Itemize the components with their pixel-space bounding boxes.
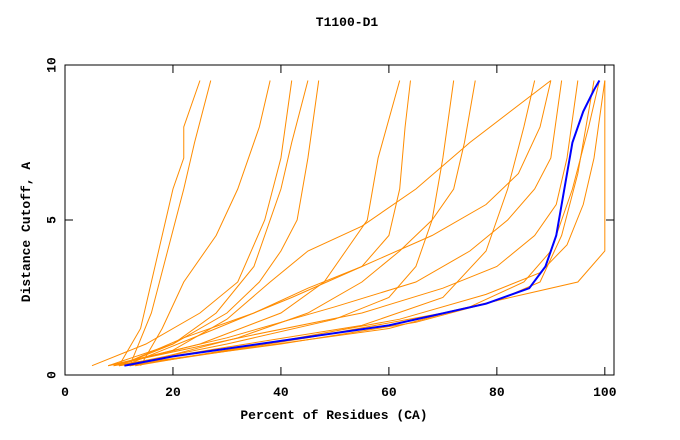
x-tick-label: 80 — [489, 385, 505, 400]
x-tick-label: 20 — [165, 385, 181, 400]
y-tick-label: 0 — [44, 371, 59, 379]
plot-frame — [64, 64, 615, 376]
series-line — [118, 80, 309, 367]
series-line — [129, 80, 212, 366]
x-tick-label: 0 — [61, 385, 69, 400]
series-line — [140, 80, 271, 366]
x-tick-label: 60 — [381, 385, 397, 400]
series-line — [124, 80, 552, 367]
x-axis-label: Percent of Residues (CA) — [240, 408, 427, 423]
x-tick-label: 40 — [273, 385, 289, 400]
series-line — [118, 80, 201, 366]
series-line — [113, 80, 536, 367]
series-line — [118, 80, 595, 367]
series-line — [108, 80, 579, 367]
chart-title: T1100-D1 — [316, 15, 379, 30]
series-line — [91, 80, 293, 367]
series-line — [108, 80, 563, 367]
series-line — [129, 80, 476, 367]
series-line — [129, 80, 606, 367]
y-axis-label: Distance Cutoff, A — [19, 162, 34, 303]
series-line — [118, 80, 411, 367]
y-tick-label: 5 — [44, 216, 59, 224]
series-line — [124, 79, 601, 367]
series-line — [113, 80, 552, 367]
series-line — [118, 80, 455, 367]
x-tick-label: 100 — [593, 385, 617, 400]
y-tick-label: 10 — [44, 57, 59, 73]
series-line — [113, 80, 401, 367]
series-line — [108, 80, 320, 367]
